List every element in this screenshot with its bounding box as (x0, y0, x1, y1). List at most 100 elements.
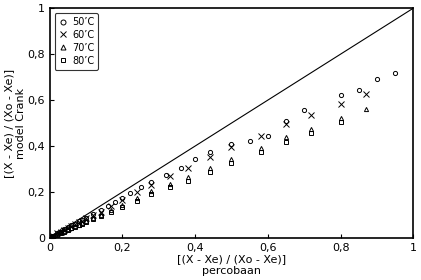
50’C (98, 209, 103, 212)
80’C (167, 186, 172, 189)
50’C (112, 201, 117, 204)
60’C (149, 183, 154, 186)
70’C (49, 235, 54, 239)
50’C (302, 109, 307, 112)
80’C (72, 225, 77, 229)
80’C (51, 234, 56, 238)
80’C (91, 218, 96, 221)
80’C (80, 222, 85, 225)
70’C (185, 175, 190, 179)
60’C (76, 221, 81, 224)
60’C (207, 155, 212, 159)
80’C (76, 224, 81, 227)
50’C (120, 196, 125, 199)
50’C (83, 216, 88, 220)
50’C (265, 134, 270, 137)
70’C (134, 197, 139, 200)
50’C (283, 119, 288, 122)
70’C (76, 223, 81, 226)
70’C (309, 127, 314, 130)
80’C (120, 205, 125, 208)
70’C (83, 220, 88, 223)
70’C (58, 231, 63, 234)
80’C (283, 140, 288, 144)
80’C (49, 235, 54, 239)
50’C (178, 166, 183, 170)
60’C (58, 230, 63, 233)
60’C (69, 224, 74, 227)
50’C (80, 218, 85, 221)
60’C (229, 146, 234, 149)
50’C (56, 230, 61, 234)
70’C (98, 213, 103, 216)
80’C (207, 170, 212, 174)
60’C (258, 134, 263, 137)
80’C (61, 230, 67, 233)
80’C (229, 161, 234, 164)
60’C (98, 210, 103, 213)
70’C (258, 147, 263, 150)
70’C (91, 216, 96, 220)
70’C (149, 190, 154, 193)
80’C (258, 151, 263, 154)
80’C (54, 233, 59, 236)
Y-axis label: [(X - Xe) / (Xo - Xe)]
model Crank: [(X - Xe) / (Xo - Xe)] model Crank (4, 69, 26, 178)
Legend: 50’C, 60’C, 70’C, 80’C: 50’C, 60’C, 70’C, 80’C (54, 13, 98, 69)
70’C (51, 234, 56, 238)
70’C (207, 166, 212, 170)
60’C (120, 199, 125, 202)
50’C (54, 232, 59, 235)
70’C (72, 224, 77, 228)
50’C (58, 230, 63, 233)
Line: 50’C: 50’C (49, 71, 397, 239)
50’C (53, 233, 58, 237)
60’C (83, 217, 88, 220)
80’C (109, 210, 114, 213)
60’C (61, 228, 67, 231)
70’C (69, 226, 74, 229)
50’C (61, 228, 67, 231)
50’C (51, 234, 56, 237)
50’C (192, 157, 197, 160)
70’C (120, 203, 125, 206)
Line: 70’C: 70’C (49, 107, 368, 239)
50’C (60, 229, 65, 232)
50’C (374, 78, 379, 81)
80’C (98, 214, 103, 218)
50’C (127, 192, 132, 195)
80’C (58, 231, 63, 235)
X-axis label: [(X - Xe) / (Xo - Xe)]
percobaan: [(X - Xe) / (Xo - Xe)] percobaan (177, 254, 286, 276)
50’C (393, 71, 398, 74)
70’C (80, 221, 85, 225)
80’C (134, 199, 139, 202)
70’C (338, 117, 343, 120)
70’C (229, 157, 234, 160)
50’C (338, 94, 343, 97)
80’C (65, 228, 70, 232)
50’C (69, 223, 74, 227)
50’C (229, 142, 234, 145)
50’C (72, 222, 77, 225)
60’C (363, 93, 368, 96)
60’C (283, 123, 288, 126)
60’C (80, 219, 85, 222)
80’C (338, 120, 343, 123)
50’C (65, 225, 70, 229)
50’C (207, 150, 212, 153)
60’C (109, 204, 114, 207)
50’C (91, 212, 96, 216)
80’C (185, 179, 190, 182)
50’C (247, 140, 252, 143)
60’C (54, 232, 59, 235)
50’C (105, 204, 110, 207)
60’C (51, 234, 56, 237)
50’C (163, 173, 168, 176)
Line: 60’C: 60’C (49, 92, 369, 240)
50’C (76, 220, 81, 223)
70’C (363, 108, 368, 111)
60’C (309, 113, 314, 117)
50’C (149, 180, 154, 183)
50’C (49, 235, 54, 239)
70’C (283, 135, 288, 139)
60’C (134, 191, 139, 194)
